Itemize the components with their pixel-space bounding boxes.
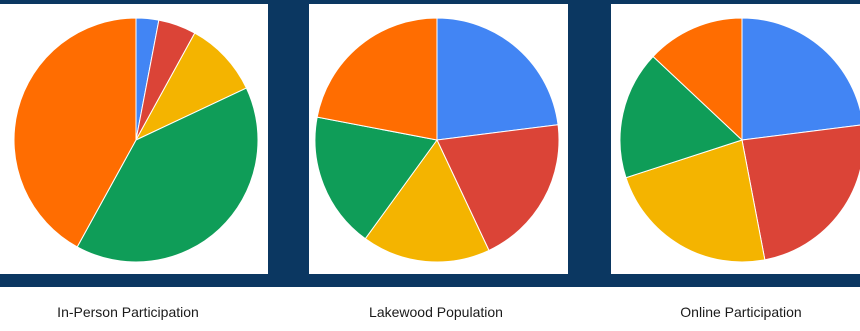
- pie-slice-in-person-4: [76, 87, 259, 263]
- pie-slice-online-5: [652, 17, 743, 142]
- pie-slice-in-person-5: [13, 17, 137, 248]
- pie-slice-lakewood-1: [436, 17, 559, 141]
- pie-slice-lakewood-2: [436, 124, 560, 252]
- pie-slice-online-1: [741, 17, 860, 141]
- pie-slice-online-4: [619, 55, 743, 179]
- pie-chart-online-panel: [611, 4, 860, 274]
- pie-slice-lakewood-3: [364, 139, 490, 263]
- caption-in-person: In-Person Participation: [57, 304, 199, 320]
- caption-strip: In-Person Participation Lakewood Populat…: [0, 287, 860, 331]
- pie-chart-lakewood-panel: [309, 4, 568, 274]
- caption-lakewood: Lakewood Population: [369, 304, 503, 320]
- caption-online: Online Participation: [680, 304, 802, 320]
- pie-slice-in-person-3: [134, 32, 248, 142]
- pie-chart-in-person: [13, 17, 259, 263]
- pie-slice-lakewood-4: [314, 116, 438, 240]
- pie-chart-lakewood-population: [314, 17, 560, 263]
- pie-slice-online-3: [625, 139, 766, 263]
- pie-chart-in-person-panel: [0, 4, 268, 274]
- pie-slice-online-2: [741, 124, 860, 261]
- pie-chart-online-participation: [619, 17, 860, 263]
- pie-slice-lakewood-5: [316, 17, 438, 141]
